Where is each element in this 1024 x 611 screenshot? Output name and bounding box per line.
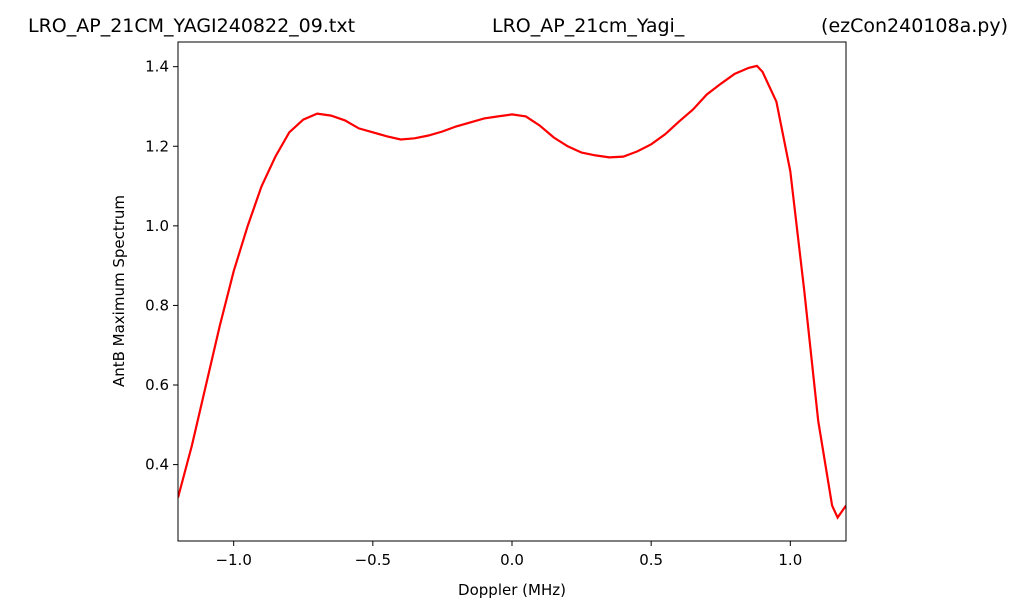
x-tick-label: 0.5 (639, 551, 663, 569)
title-script: (ezCon240108a.py) (821, 15, 1008, 37)
x-tick-label: 0.0 (500, 551, 524, 569)
y-tick-label: 0.6 (145, 376, 169, 394)
title-name: LRO_AP_21cm_Yagi_ (492, 15, 685, 37)
x-axis-label: Doppler (MHz) (458, 581, 566, 599)
plot-frame (177, 41, 847, 542)
data-line (178, 64, 846, 520)
y-tick-label: 0.4 (145, 456, 169, 474)
y-axis-label: AntB Maximum Spectrum (110, 195, 128, 387)
y-tick-label: 0.8 (145, 296, 169, 314)
y-tick-label: 1.2 (145, 137, 169, 155)
y-tick-label: 1.0 (145, 217, 169, 235)
x-tick-label: −0.5 (355, 551, 391, 569)
title-file: LRO_AP_21CM_YAGI240822_09.txt (28, 15, 355, 37)
x-tick-label: −1.0 (215, 551, 251, 569)
y-tick-label: 1.4 (145, 58, 169, 76)
x-tick-label: 1.0 (778, 551, 802, 569)
